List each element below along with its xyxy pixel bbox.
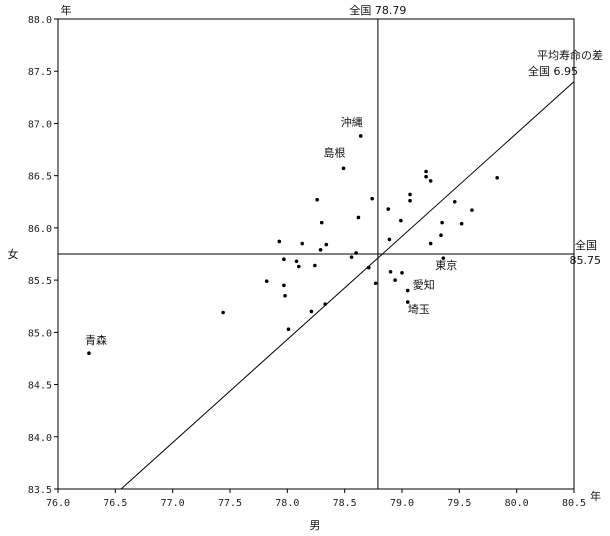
y-tick-label: 86.5	[28, 172, 52, 183]
data-point	[439, 233, 443, 237]
data-point	[313, 263, 317, 268]
data-point	[399, 218, 403, 223]
x-tick-label: 78.0	[275, 498, 299, 509]
data-point	[405, 300, 410, 304]
data-point	[386, 207, 391, 211]
data-point	[286, 327, 291, 332]
data-point	[323, 302, 327, 306]
national-male-label: 全国 78.79	[349, 3, 406, 17]
data-point	[341, 166, 346, 171]
data-point	[393, 278, 397, 282]
life-expectancy-gap-label: 平均寿命の差	[537, 48, 603, 62]
data-point	[428, 179, 433, 183]
y-tick-label: 84.5	[28, 381, 52, 392]
data-point	[452, 199, 457, 204]
y-tick-label: 83.5	[28, 485, 52, 496]
x-tick-label: 76.5	[103, 498, 127, 509]
data-point	[470, 208, 474, 212]
y-tick-label: 86.0	[28, 224, 52, 235]
data-point	[318, 248, 323, 252]
data-point	[294, 259, 299, 264]
y-axis-unit: 年	[61, 3, 72, 17]
data-point	[441, 256, 446, 260]
data-point	[459, 221, 464, 226]
data-point	[388, 269, 393, 274]
x-tick-label: 79.0	[390, 498, 414, 509]
data-point	[373, 281, 378, 286]
y-axis-label: 女	[8, 247, 19, 261]
y-axis: 83.5 84.0 84.5 85.0 85.5 86.0 86.5 87.0 87.5 88.0	[28, 15, 58, 496]
y-tick-label: 87.5	[28, 67, 52, 78]
data-point	[354, 251, 358, 255]
data-point	[282, 257, 286, 262]
data-point	[315, 197, 319, 202]
data-point	[408, 198, 412, 203]
x-tick-label: 78.5	[333, 498, 357, 509]
data-point	[400, 271, 404, 275]
y-tick-label: 88.0	[28, 15, 52, 26]
y-tick-label: 87.0	[28, 119, 52, 130]
data-point	[300, 241, 305, 246]
data-point	[428, 241, 433, 246]
y-tick-label: 85.5	[28, 276, 52, 287]
x-axis-label: 男	[310, 519, 321, 532]
data-point	[358, 134, 363, 138]
life-expectancy-gap-line	[120, 81, 575, 490]
point-label: 愛知	[413, 278, 435, 292]
x-tick-label: 77.5	[218, 498, 242, 509]
reference-lines	[58, 19, 575, 490]
data-point	[405, 288, 410, 293]
point-label: 青森	[85, 333, 107, 347]
data-point	[282, 283, 286, 288]
point-label: 東京	[435, 258, 457, 272]
data-point	[366, 265, 371, 270]
data-point	[424, 174, 428, 179]
national-female-value: 85.75	[570, 254, 602, 267]
data-point	[277, 239, 282, 244]
data-point	[264, 279, 269, 283]
national-female-label: 全国	[575, 238, 597, 252]
y-tick-label: 84.0	[28, 433, 52, 444]
point-label: 埼玉	[408, 302, 430, 316]
y-tick-label: 85.0	[28, 328, 52, 339]
point-label: 島根	[324, 145, 346, 159]
data-point	[319, 220, 324, 225]
data-point	[221, 310, 225, 315]
data-point	[387, 237, 392, 242]
x-tick-label: 80.0	[505, 498, 529, 509]
life-expectancy-gap-value: 全国 6.95	[528, 64, 578, 78]
data-point	[408, 192, 412, 197]
x-tick-label: 77.0	[161, 498, 185, 509]
x-tick-label: 80.5	[562, 498, 586, 509]
x-tick-label: 79.5	[447, 498, 471, 509]
data-point	[356, 215, 361, 220]
data-point	[87, 351, 91, 356]
data-point	[283, 293, 287, 298]
x-axis: 76.0 76.5 77.0 77.5 78.0 78.5 79.0 79.5 80.0 80.5	[46, 489, 586, 509]
data-point	[440, 220, 444, 225]
data-point	[324, 242, 329, 247]
x-axis-unit: 年	[590, 489, 601, 503]
data-point	[370, 196, 374, 201]
data-point	[297, 264, 301, 269]
data-point	[309, 309, 314, 314]
data-point	[495, 175, 499, 180]
data-point	[349, 255, 354, 259]
data-point	[424, 169, 428, 174]
point-label: 沖縄	[341, 115, 363, 129]
x-tick-label: 76.0	[46, 498, 70, 509]
